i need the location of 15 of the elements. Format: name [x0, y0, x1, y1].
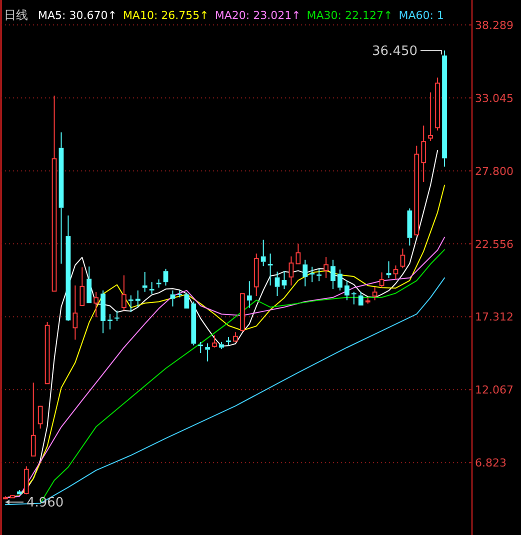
text: 日线: [4, 8, 28, 22]
y-tick-label: 12.067: [475, 384, 514, 397]
y-tick-label: 17.312: [475, 310, 514, 324]
text: MA20: 23.021↑: [214, 9, 301, 22]
text: MA60: 1: [398, 9, 444, 22]
annotation: 4.960: [26, 496, 64, 511]
y-tick-label: 38.289: [475, 18, 514, 32]
y-tick-label: 27.800: [475, 164, 514, 178]
y-tick-label: 6.823: [475, 456, 506, 470]
annotation: 36.450: [372, 44, 418, 59]
text: MA10: 26.755↑: [122, 9, 209, 22]
y-tick-label: 33.045: [475, 92, 514, 105]
text: MA30: 22.127↑: [306, 9, 393, 22]
text: MA5: 30.670↑: [38, 9, 117, 22]
y-tick-label: 22.556: [475, 238, 514, 251]
